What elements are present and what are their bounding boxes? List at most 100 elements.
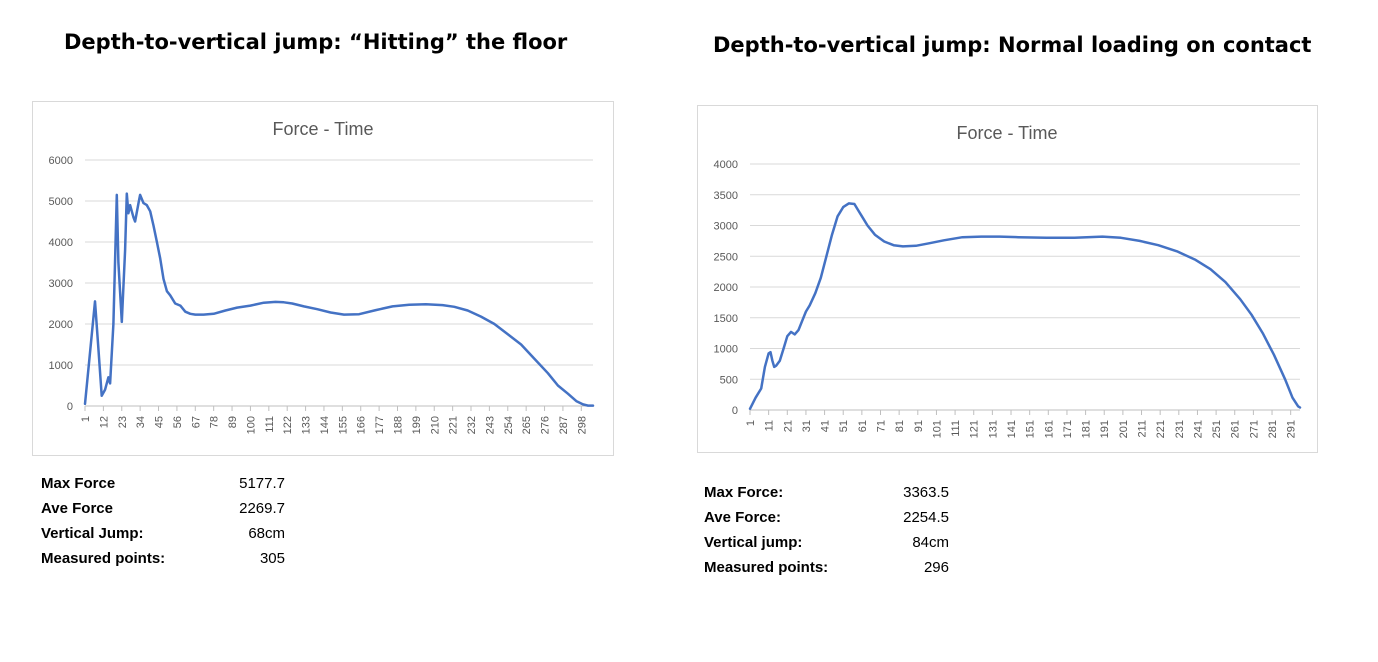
right-panel-heading: Depth-to-vertical jump: Normal loading o…	[713, 33, 1312, 57]
stat-label: Measured points:	[704, 559, 829, 576]
x-tick-label: 291	[1286, 420, 1298, 438]
stat-label: Max Force	[41, 475, 116, 492]
left-stats-table: Max Force 5177.7 Ave Force 2269.7 Vertic…	[41, 471, 285, 571]
x-tick-label: 111	[264, 416, 276, 433]
y-tick-label: 0	[67, 401, 73, 413]
y-tick-label: 2500	[714, 251, 738, 263]
x-tick-label: 21	[782, 420, 794, 432]
stat-value: 5177.7	[239, 475, 285, 492]
x-tick-label: 45	[154, 416, 166, 428]
y-tick-label: 0	[732, 405, 738, 417]
x-tick-label: 276	[540, 416, 552, 434]
x-tick-label: 144	[319, 416, 331, 434]
y-tick-label: 1000	[49, 360, 73, 372]
stat-label: Measured points:	[41, 550, 166, 567]
x-tick-label: 31	[801, 420, 813, 432]
x-tick-label: 161	[1043, 420, 1055, 438]
stat-row-ave-force: Ave Force: 2254.5	[704, 505, 949, 530]
x-tick-label: 71	[876, 420, 888, 432]
stat-value: 305	[259, 550, 285, 567]
x-tick-label: 199	[411, 416, 423, 434]
left-chart-title: Force - Time	[272, 119, 373, 139]
stat-value: 84cm	[912, 534, 949, 551]
series-line	[748, 202, 1302, 411]
x-tick-label: 254	[503, 416, 515, 434]
x-tick-label: 133	[301, 416, 313, 434]
x-tick-label: 261	[1230, 420, 1242, 438]
y-tick-label: 5000	[49, 196, 73, 208]
stat-label: Vertical Jump:	[41, 525, 144, 542]
right-stats-table: Max Force: 3363.5 Ave Force: 2254.5 Vert…	[704, 480, 949, 580]
x-tick-label: 101	[931, 420, 943, 438]
x-tick-label: 1	[745, 420, 757, 426]
x-tick-label: 271	[1248, 420, 1260, 438]
x-tick-label: 191	[1099, 420, 1111, 438]
x-tick-label: 166	[356, 416, 368, 434]
stat-label: Vertical jump:	[704, 534, 803, 551]
stat-label: Ave Force:	[704, 509, 781, 526]
series-line	[83, 192, 595, 407]
x-tick-label: 265	[521, 416, 533, 434]
y-tick-label: 1000	[714, 344, 738, 356]
x-tick-label: 34	[135, 416, 147, 428]
stat-value: 3363.5	[903, 484, 949, 501]
x-tick-label: 100	[245, 416, 257, 434]
x-tick-label: 188	[392, 416, 404, 434]
y-tick-label: 6000	[49, 155, 73, 167]
y-tick-label: 2000	[49, 319, 73, 331]
x-tick-label: 211	[1137, 420, 1149, 438]
x-tick-label: 177	[374, 416, 386, 434]
x-tick-label: 298	[576, 416, 588, 434]
x-tick-label: 23	[117, 416, 129, 428]
x-tick-label: 210	[429, 416, 441, 434]
stat-value: 2269.7	[239, 500, 285, 517]
stat-row-measured-points: Measured points: 305	[41, 546, 285, 571]
y-tick-label: 3000	[714, 221, 738, 233]
y-tick-label: 3000	[49, 278, 73, 290]
stat-label: Ave Force	[41, 500, 113, 517]
x-tick-label: 67	[190, 416, 202, 428]
x-tick-label: 41	[820, 420, 832, 432]
stat-row-vertical-jump: Vertical Jump: 68cm	[41, 521, 285, 546]
stat-value: 296	[923, 559, 949, 576]
right-chart-area: Force - Time 0 500 1000 1500 2000 2500 3000 350…	[697, 105, 1318, 453]
right-force-time-chart: Force - Time 0 500 1000 1500 2000 2500 3000 350…	[714, 123, 1302, 438]
y-tick-label: 1500	[714, 313, 738, 325]
x-tick-label: 121	[969, 420, 981, 438]
x-tick-label: 251	[1211, 420, 1223, 438]
stat-row-ave-force: Ave Force 2269.7	[41, 496, 285, 521]
x-tick-label: 61	[857, 420, 869, 432]
x-tick-label: 231	[1174, 420, 1186, 438]
y-tick-label: 500	[720, 374, 738, 386]
x-tick-label: 232	[466, 416, 478, 434]
x-tick-label: 221	[448, 416, 460, 434]
x-tick-label: 151	[1025, 420, 1037, 438]
x-tick-label: 221	[1155, 420, 1167, 438]
x-tick-label: 1	[80, 416, 92, 422]
x-tick-label: 56	[172, 416, 184, 428]
y-tick-label: 4000	[49, 237, 73, 249]
x-tick-label: 155	[337, 416, 349, 434]
x-tick-label: 11	[764, 420, 776, 431]
x-tick-label: 51	[838, 420, 850, 432]
x-tick-label: 91	[913, 420, 925, 432]
x-tick-label: 131	[987, 420, 999, 438]
x-tick-label: 89	[227, 416, 239, 428]
stat-row-measured-points: Measured points: 296	[704, 555, 949, 580]
x-tick-label: 171	[1062, 420, 1074, 438]
x-tick-label: 287	[558, 416, 570, 434]
stat-value: 68cm	[248, 525, 285, 542]
stat-row-max-force: Max Force 5177.7	[41, 471, 285, 496]
x-tick-label: 81	[894, 420, 906, 432]
stat-value: 2254.5	[903, 509, 949, 526]
right-chart-title: Force - Time	[956, 123, 1057, 143]
x-tick-label: 111	[950, 420, 962, 437]
y-tick-label: 4000	[714, 159, 738, 171]
left-chart-area: Force - Time 0 1000 2000 3000 4000 5000 6000 1 1…	[32, 101, 614, 456]
stat-row-max-force: Max Force: 3363.5	[704, 480, 949, 505]
x-tick-label: 122	[282, 416, 294, 434]
x-tick-label: 281	[1267, 420, 1279, 438]
x-tick-label: 78	[209, 416, 221, 428]
x-tick-label: 243	[484, 416, 496, 434]
